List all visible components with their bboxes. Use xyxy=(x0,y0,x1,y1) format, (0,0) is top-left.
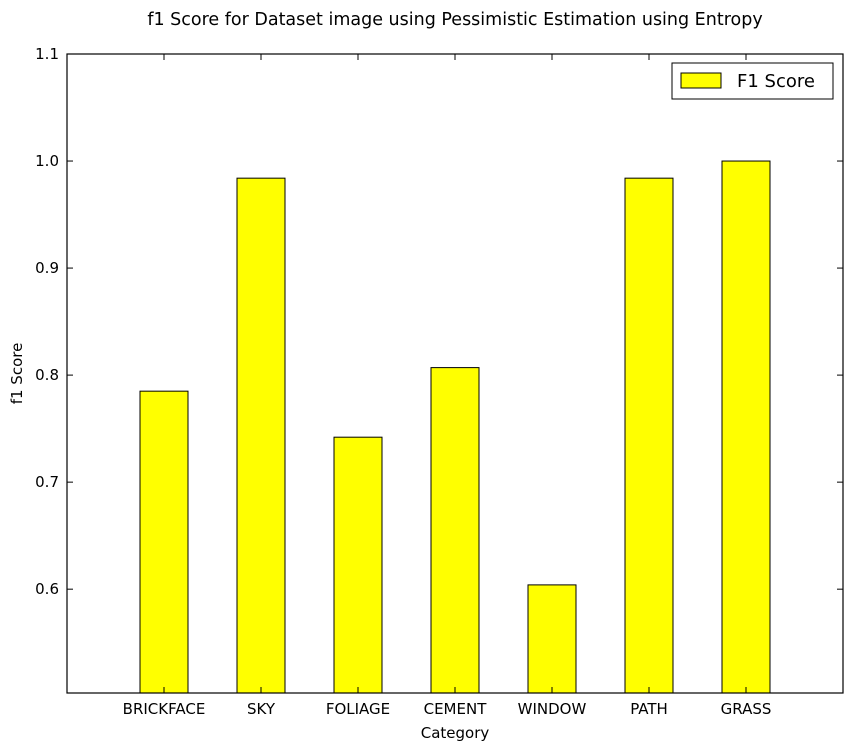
y-tick-label: 1.1 xyxy=(35,45,59,63)
legend: F1 Score xyxy=(671,62,834,100)
legend-swatch xyxy=(680,72,722,89)
x-tick-label: CEMENT xyxy=(424,700,488,718)
x-tick-label: WINDOW xyxy=(518,700,587,718)
y-tick-label: 0.6 xyxy=(35,580,59,598)
bars-layer xyxy=(139,160,771,694)
x-tick-label: PATH xyxy=(630,700,668,718)
x-tick-label: BRICKFACE xyxy=(123,700,206,718)
legend-label: F1 Score xyxy=(737,71,815,92)
bar-foliage xyxy=(333,436,383,694)
ticks-layer: BRICKFACE SKY FOLIAGE CEMENT WINDOW PATH GRASS… xyxy=(35,45,843,718)
y-axis-label: f1 Score xyxy=(8,343,26,405)
bar-cement xyxy=(430,367,480,694)
y-tick-label: 0.7 xyxy=(35,473,59,491)
y-tick-label: 1.0 xyxy=(35,152,59,170)
bar-grass xyxy=(721,160,771,694)
chart-title: f1 Score for Dataset image using Pessimi… xyxy=(147,10,762,30)
bar-sky xyxy=(236,177,286,694)
y-tick-label: 0.8 xyxy=(35,366,59,384)
bar-window xyxy=(527,584,577,694)
bar-brickface xyxy=(139,390,189,694)
y-tick-label: 0.9 xyxy=(35,259,59,277)
bar-path xyxy=(624,177,674,694)
x-tick-label: FOLIAGE xyxy=(326,700,390,718)
x-tick-label: SKY xyxy=(247,700,276,718)
x-axis-label: Category xyxy=(421,724,490,742)
x-tick-label: GRASS xyxy=(721,700,772,718)
